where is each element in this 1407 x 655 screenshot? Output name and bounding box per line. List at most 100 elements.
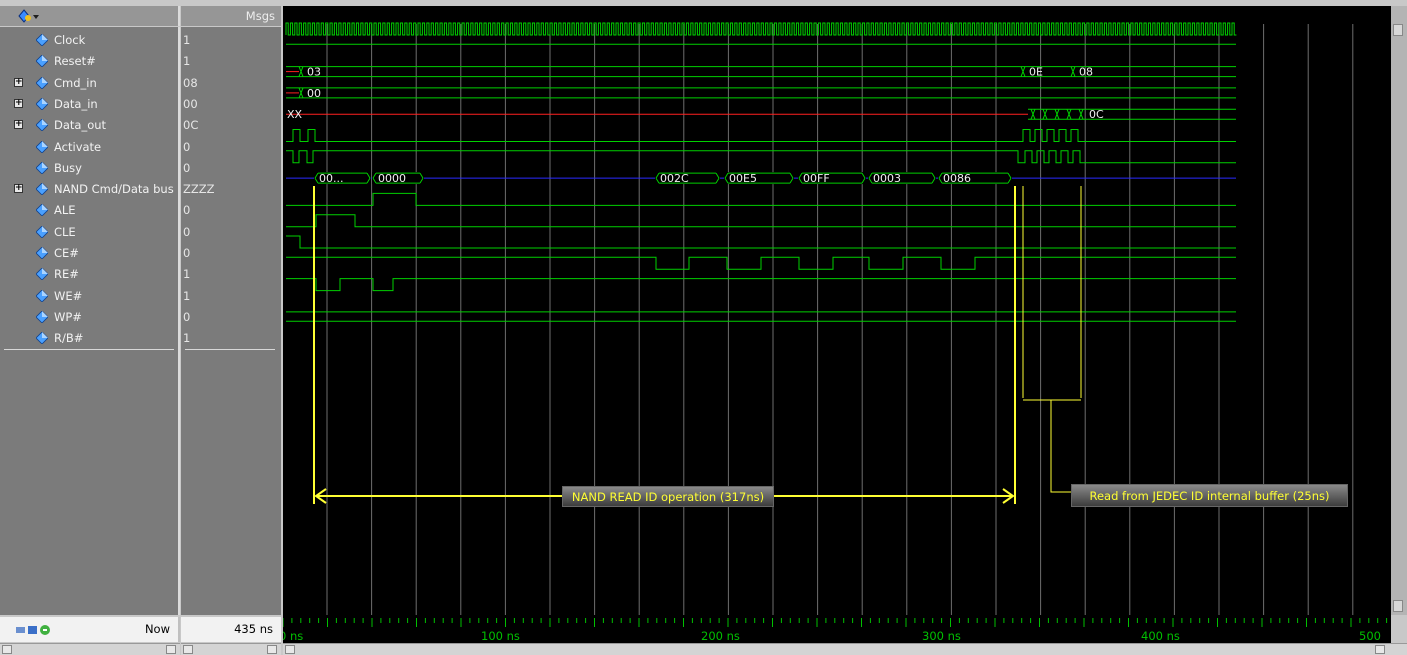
signal-name: WP# [54, 309, 82, 324]
bus-value-label: 00E5 [729, 172, 757, 185]
signal-value: 08 [183, 75, 198, 90]
bus-transition [1030, 109, 1036, 120]
signal-value: ZZZZ [183, 182, 215, 197]
signal-row[interactable]: WE# [0, 286, 178, 306]
arrow-right-icon [1002, 488, 1015, 504]
expand-icon[interactable]: + [14, 183, 23, 194]
signal-row[interactable]: Activate [0, 137, 178, 157]
signal-name: NAND Cmd/Data bus [54, 182, 174, 197]
bus-segment-bg [798, 172, 866, 185]
time-ruler[interactable]: 0 ns 100 ns 200 ns 300 ns 400 ns 500 [283, 615, 1391, 643]
cursor-time: 435 ns [234, 622, 273, 636]
signal-row[interactable]: + Cmd_in [0, 73, 178, 93]
signal-row[interactable]: Busy [0, 158, 178, 178]
bus-value-label: 08 [1079, 66, 1093, 79]
signal-diamond-icon [36, 140, 48, 153]
signal-value-row: 1 [181, 264, 281, 284]
values-hscrollbar[interactable] [181, 643, 281, 655]
signal-names-pane[interactable]: Clock Reset# + Cmd_in + Data_in + Data_out Activ… [0, 27, 180, 615]
signal-name: Reset# [54, 54, 96, 69]
cursor-label: Now [144, 622, 170, 636]
signal-diamond-icon [36, 289, 48, 302]
ale-wave [286, 192, 1236, 206]
signal-row[interactable]: WP# [0, 307, 178, 327]
scroll-right-arrow-icon[interactable] [1375, 645, 1385, 654]
bus-value-label: XX [287, 108, 303, 121]
expand-icon[interactable]: + [14, 119, 23, 130]
signal-row[interactable]: Clock [0, 30, 178, 50]
scroll-right-arrow-icon[interactable] [166, 645, 176, 654]
bus-segment-bg [314, 172, 371, 185]
signal-value: 0 [183, 246, 191, 260]
scroll-right-arrow-icon[interactable] [267, 645, 277, 654]
signal-value-row: 0 [181, 307, 281, 327]
signal-value-row: 0 [181, 158, 281, 178]
signal-value: 1 [183, 267, 191, 282]
signal-row[interactable]: + NAND Cmd/Data bus [0, 179, 178, 199]
bus-segment [938, 172, 1012, 184]
signal-row[interactable]: + Data_out [0, 115, 178, 135]
signal-diamond-icon [36, 119, 48, 132]
scroll-up-arrow-icon[interactable] [1393, 24, 1403, 36]
signal-name: CLE [54, 224, 76, 239]
signal-row[interactable]: RE# [0, 264, 178, 284]
ruler-label: 500 [1359, 629, 1381, 643]
cursor-name-cell[interactable]: Now [0, 617, 180, 642]
signal-row[interactable]: + Data_in [0, 94, 178, 114]
msgs-header-label: Msgs [245, 9, 275, 23]
wave-tool-icon[interactable] [18, 9, 42, 23]
ruler-label: 400 ns [1141, 629, 1180, 643]
signal-row[interactable]: Reset# [0, 51, 178, 71]
scroll-left-arrow-icon[interactable] [285, 645, 295, 654]
bus-value-label: 00 [307, 87, 321, 100]
signal-name: RE# [54, 267, 79, 282]
signal-value: 1 [183, 331, 191, 346]
cursor-tools-icon[interactable] [16, 624, 56, 636]
signal-name: Activate [54, 139, 102, 154]
activate-wave [286, 129, 1236, 142]
arrow-left-icon [314, 488, 327, 504]
signal-values-pane[interactable]: 1 1 08 00 0C 0 0 ZZZZ 0 0 0 1 1 0 1 [181, 27, 281, 615]
signal-diamond-icon [36, 161, 48, 174]
waveform-area[interactable]: 03 0E 08 00 XX 0C 00... 0000 002C 00E5 00FF 0003 008… [283, 6, 1391, 615]
signal-value: 1 [183, 54, 191, 69]
jedec-leader [1050, 400, 1071, 493]
ruler-label: 200 ns [701, 629, 740, 643]
signal-row[interactable]: ALE [0, 200, 178, 220]
signal-value-row: 08 [181, 73, 281, 93]
values-divider [185, 349, 275, 350]
bus-transition [1078, 109, 1084, 120]
bus-value-label: 0000 [378, 172, 406, 185]
signal-row[interactable]: R/B# [0, 328, 178, 348]
names-hscrollbar[interactable] [0, 643, 180, 655]
signal-value: 1 [183, 288, 191, 303]
signal-diamond-icon [36, 55, 48, 68]
bus-value-label: 0E [1029, 66, 1043, 79]
scroll-left-arrow-icon[interactable] [183, 645, 193, 654]
bus-wave [286, 87, 1236, 99]
signal-value-row: 0 [181, 222, 281, 242]
values-header: Msgs [181, 6, 281, 26]
signal-value-row: 1 [181, 30, 281, 50]
bus-value-label: 0C [1089, 108, 1104, 121]
signal-diamond-icon [36, 34, 48, 46]
expand-icon[interactable]: + [14, 76, 23, 87]
expand-icon[interactable]: + [14, 97, 23, 108]
names-divider [4, 349, 174, 350]
ruler-label: 0 ns [283, 629, 303, 643]
signal-row[interactable]: CLE [0, 222, 178, 242]
signal-diamond-icon [36, 247, 48, 259]
vertical-scrollbar[interactable] [1391, 6, 1407, 615]
bus-wave [1028, 108, 1236, 120]
re-wave [286, 256, 1236, 270]
ruler-label: 100 ns [481, 629, 520, 643]
bus-wave [286, 66, 1236, 78]
bus-value-label: 0086 [943, 172, 971, 185]
signal-row[interactable]: CE# [0, 243, 178, 263]
signal-value: 0 [183, 224, 191, 239]
wave-hscrollbar[interactable] [283, 643, 1407, 655]
waveform-canvas[interactable]: 03 0E 08 00 XX 0C 00... 0000 002C 00E5 00FF 0003 008… [283, 6, 1391, 615]
scroll-down-arrow-icon[interactable] [1393, 600, 1403, 612]
bus-transition [1042, 109, 1048, 120]
scroll-left-arrow-icon[interactable] [2, 645, 12, 654]
